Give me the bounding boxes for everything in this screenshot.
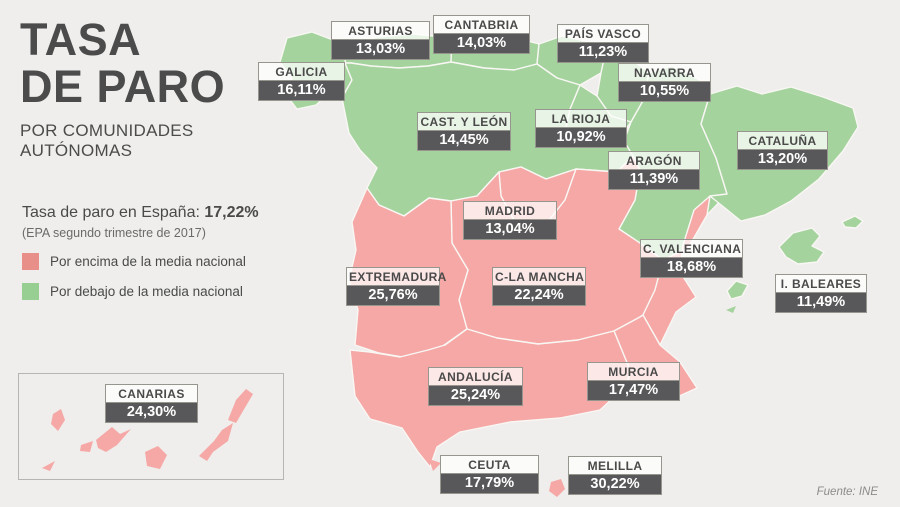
region-value: 22,24% xyxy=(493,286,585,305)
region-name: MADRID xyxy=(464,202,556,220)
island-tenerife xyxy=(96,427,131,452)
legend-label-below: Por debajo de la media nacional xyxy=(50,284,243,299)
region-value: 14,45% xyxy=(418,131,510,150)
island-la-gomera xyxy=(80,441,93,452)
region-value: 17,47% xyxy=(588,381,679,400)
region-value: 11,23% xyxy=(558,43,648,62)
region-name: CANARIAS xyxy=(106,385,197,403)
region-value: 30,22% xyxy=(569,475,661,494)
region-i-baleares xyxy=(726,215,864,313)
region-name: CATALUÑA xyxy=(738,132,827,150)
region-label-galicia: GALICIA 16,11% xyxy=(258,62,345,101)
subtitle-line-2: AUTÓNOMAS xyxy=(20,141,133,160)
region-name: MELILLA xyxy=(569,457,661,475)
region-name: C-LA MANCHA xyxy=(493,268,585,286)
subtitle-line-1: POR COMUNIDADES xyxy=(20,121,194,140)
island-menorca xyxy=(841,215,864,229)
region-value: 25,76% xyxy=(347,286,439,305)
region-value: 11,49% xyxy=(776,293,866,312)
region-label-madrid: MADRID 13,04% xyxy=(463,201,557,240)
region-label-pais-vasco: PAÍS VASCO 11,23% xyxy=(557,24,649,63)
island-mallorca xyxy=(778,227,825,265)
region-name: NAVARRA xyxy=(619,64,710,82)
region-value: 18,68% xyxy=(641,258,742,277)
region-label-asturias: ASTURIAS 13,03% xyxy=(331,21,430,60)
region-label-aragon: ARAGÓN 11,39% xyxy=(608,151,700,190)
source-note: Fuente: INE xyxy=(816,486,878,498)
island-lanzarote xyxy=(228,389,253,423)
region-value: 11,39% xyxy=(609,170,699,189)
island-formentera xyxy=(726,306,736,313)
region-value: 13,03% xyxy=(332,40,429,59)
legend-swatch-above xyxy=(22,253,39,270)
region-value: 16,11% xyxy=(259,81,344,100)
national-rate-label: Tasa de paro en España: xyxy=(22,204,205,221)
region-value: 17,79% xyxy=(441,474,538,493)
region-value: 13,04% xyxy=(464,220,556,239)
region-label-canarias: CANARIAS 24,30% xyxy=(105,384,198,423)
region-value: 13,20% xyxy=(738,150,827,169)
national-rate-line: Tasa de paro en España: 17,22% xyxy=(22,204,259,222)
region-value: 10,92% xyxy=(536,128,626,147)
mainland-regions xyxy=(279,31,859,468)
legend-swatch-below xyxy=(22,283,39,300)
region-label-cast-leon: CAST. Y LEÓN 14,45% xyxy=(417,112,511,151)
legend-label-above: Por encima de la media nacional xyxy=(50,254,246,269)
title-line-1: TASA xyxy=(20,14,142,65)
region-name: PAÍS VASCO xyxy=(558,25,648,43)
region-label-extremadura: EXTREMADURA 25,76% xyxy=(346,267,447,306)
island-gran-canaria xyxy=(145,446,167,469)
island-el-hierro xyxy=(42,461,55,471)
territory-ceuta xyxy=(429,459,441,471)
region-name: CAST. Y LEÓN xyxy=(418,113,510,131)
region-value: 25,24% xyxy=(429,386,522,405)
region-canarias xyxy=(42,389,253,471)
region-value: 24,30% xyxy=(106,403,197,422)
subtitle: POR COMUNIDADES AUTÓNOMAS xyxy=(20,121,225,161)
island-la-palma xyxy=(51,409,65,431)
territory-melilla xyxy=(549,479,565,497)
legend-key-above: Por encima de la media nacional xyxy=(22,253,259,270)
national-rate-value: 17,22% xyxy=(204,204,259,221)
region-label-cantabria: CANTABRIA 14,03% xyxy=(433,15,530,54)
region-label-cataluna: CATALUÑA 13,20% xyxy=(737,131,828,170)
region-name: GALICIA xyxy=(259,63,344,81)
region-value: 14,03% xyxy=(434,34,529,53)
legend: Tasa de paro en España: 17,22% (EPA segu… xyxy=(22,204,259,300)
island-ibiza xyxy=(726,280,749,300)
region-label-melilla: MELILLA 30,22% xyxy=(568,456,662,495)
legend-key-below: Por debajo de la media nacional xyxy=(22,283,259,300)
region-name: ASTURIAS xyxy=(332,22,429,40)
region-name: I. BALEARES xyxy=(776,275,866,293)
region-name: EXTREMADURA xyxy=(347,268,447,286)
title-line-2: DE PARO xyxy=(20,61,226,112)
region-name: MURCIA xyxy=(588,363,679,381)
region-label-ceuta: CEUTA 17,79% xyxy=(440,455,539,494)
region-label-murcia: MURCIA 17,47% xyxy=(587,362,680,401)
region-name: CEUTA xyxy=(441,456,538,474)
region-label-c-la-mancha: C-LA MANCHA 22,24% xyxy=(492,267,586,306)
region-name: LA RIOJA xyxy=(536,110,626,128)
region-name: CANTABRIA xyxy=(434,16,529,34)
region-label-andalucia: ANDALUCÍA 25,24% xyxy=(428,367,523,406)
region-name: ANDALUCÍA xyxy=(429,368,522,386)
island-fuerteventura xyxy=(199,423,233,461)
region-label-la-rioja: LA RIOJA 10,92% xyxy=(535,109,627,148)
region-ceuta-melilla xyxy=(429,459,565,497)
region-name: C. VALENCIANA xyxy=(641,240,742,258)
region-value: 10,55% xyxy=(619,82,710,101)
canarias-inset-box xyxy=(18,373,284,480)
legend-note: (EPA segundo trimestre de 2017) xyxy=(22,226,206,240)
region-label-i-baleares: I. BALEARES 11,49% xyxy=(775,274,867,313)
region-label-c-valenciana: C. VALENCIANA 18,68% xyxy=(640,239,743,278)
region-name: ARAGÓN xyxy=(609,152,699,170)
region-label-navarra: NAVARRA 10,55% xyxy=(618,63,711,102)
page-title: TASA DE PARO POR COMUNIDADES AUTÓNOMAS xyxy=(20,16,225,161)
